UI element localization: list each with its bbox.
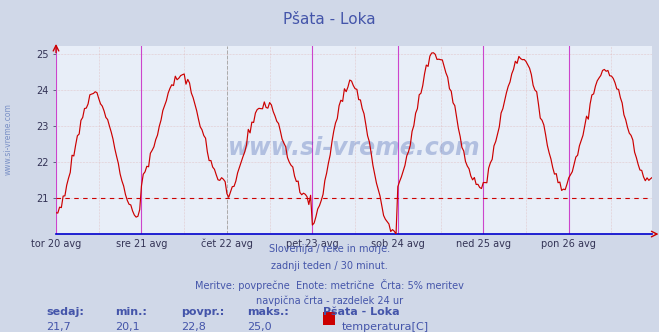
Text: 22,8: 22,8 [181, 322, 206, 332]
Text: Pšata - Loka: Pšata - Loka [283, 12, 376, 27]
Text: povpr.:: povpr.: [181, 307, 225, 317]
Text: www.si-vreme.com: www.si-vreme.com [4, 104, 13, 175]
Text: zadnji teden / 30 minut.: zadnji teden / 30 minut. [271, 261, 388, 271]
Text: temperatura[C]: temperatura[C] [341, 322, 428, 332]
Text: 25,0: 25,0 [247, 322, 272, 332]
Text: sedaj:: sedaj: [46, 307, 84, 317]
Text: 20,1: 20,1 [115, 322, 140, 332]
Text: navpična črta - razdelek 24 ur: navpična črta - razdelek 24 ur [256, 296, 403, 306]
Text: min.:: min.: [115, 307, 147, 317]
Text: Meritve: povprečne  Enote: metrične  Črta: 5% meritev: Meritve: povprečne Enote: metrične Črta:… [195, 279, 464, 290]
Text: Pšata - Loka: Pšata - Loka [323, 307, 399, 317]
Text: www.si-vreme.com: www.si-vreme.com [228, 136, 480, 160]
Text: Slovenija / reke in morje.: Slovenija / reke in morje. [269, 244, 390, 254]
Text: maks.:: maks.: [247, 307, 289, 317]
Text: 21,7: 21,7 [46, 322, 71, 332]
